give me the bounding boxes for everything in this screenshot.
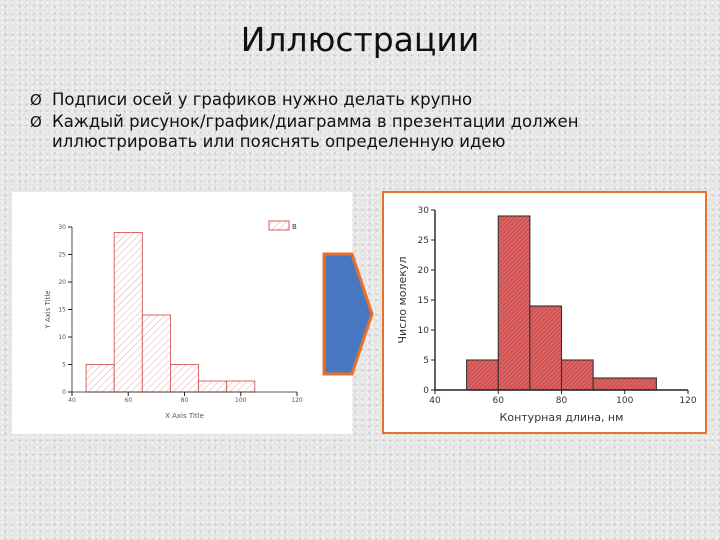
bullet-arrow-icon: Ø xyxy=(30,113,42,131)
x-tick-label: 120 xyxy=(679,396,696,406)
y-tick-label: 0 xyxy=(423,386,429,396)
bullet-list: Ø Подписи осей у графиков нужно делать к… xyxy=(30,90,710,154)
bullet-item: Ø Каждый рисунок/график/диаграмма в през… xyxy=(30,112,710,152)
y-tick-label: 15 xyxy=(58,307,66,314)
x-tick-label: 120 xyxy=(291,397,303,404)
y-tick-label: 10 xyxy=(418,326,430,336)
histogram-bar xyxy=(113,232,143,393)
slide-title: Иллюстрации xyxy=(240,20,480,59)
histogram-bar xyxy=(529,305,563,391)
x-tick-label: 80 xyxy=(556,396,568,406)
y-tick-label: 15 xyxy=(418,296,429,306)
x-tick-label: 40 xyxy=(68,397,76,404)
y-tick-label: 30 xyxy=(418,206,430,216)
x-tick-label: 40 xyxy=(429,396,441,406)
x-tick-label: 60 xyxy=(493,396,505,406)
histogram-bar xyxy=(226,380,256,393)
y-tick-label: 0 xyxy=(62,389,66,396)
y-tick-label: 25 xyxy=(58,252,66,259)
legend-swatch xyxy=(268,220,290,231)
y-axis-label: Число молекул xyxy=(396,256,409,343)
bullet-text: Каждый рисунок/график/диаграмма в презен… xyxy=(52,112,579,151)
histogram-bar xyxy=(560,359,594,391)
x-axis-label: Контурная длина, нм xyxy=(500,411,624,424)
x-tick-label: 80 xyxy=(181,397,189,404)
y-tick-label: 25 xyxy=(418,236,429,246)
x-tick-label: 100 xyxy=(616,396,633,406)
chart-after: 40 60 80 100 120 0 5 10 15 20 25 30 Контурная длина,… xyxy=(382,191,707,434)
y-tick-label: 20 xyxy=(58,279,66,286)
histogram-bar xyxy=(198,380,228,393)
x-tick-label: 100 xyxy=(235,397,247,404)
histogram-bar xyxy=(141,314,171,393)
histogram-bar xyxy=(85,364,115,393)
chart-before-svg: 40 60 80 100 120 0 5 10 15 20 25 30 X Axis Title Y Ax… xyxy=(44,220,303,420)
chart-after-svg: 40 60 80 100 120 0 5 10 15 20 25 30 Контурная длина,… xyxy=(396,206,697,424)
y-tick-label: 20 xyxy=(418,266,430,276)
x-axis-label: X Axis Title xyxy=(165,412,204,420)
bullet-arrow-icon: Ø xyxy=(30,91,42,109)
histogram-bar xyxy=(497,215,531,391)
y-tick-label: 5 xyxy=(423,356,429,366)
bullet-text: Подписи осей у графиков нужно делать кру… xyxy=(52,90,473,109)
y-tick-label: 30 xyxy=(58,224,66,231)
histogram-bar xyxy=(169,364,200,393)
right-arrow-icon xyxy=(322,250,374,378)
bullet-item: Ø Подписи осей у графиков нужно делать к… xyxy=(30,90,710,110)
legend-label: B xyxy=(292,223,297,231)
x-tick-label: 60 xyxy=(124,397,132,404)
histogram-bar xyxy=(466,359,499,391)
y-tick-label: 10 xyxy=(58,334,66,341)
histogram-bar xyxy=(592,377,657,391)
chart-before: 40 60 80 100 120 0 5 10 15 20 25 30 X Axis Title Y Ax… xyxy=(12,192,352,434)
y-axis-label: Y Axis Title xyxy=(44,290,52,329)
y-tick-label: 5 xyxy=(62,362,66,369)
